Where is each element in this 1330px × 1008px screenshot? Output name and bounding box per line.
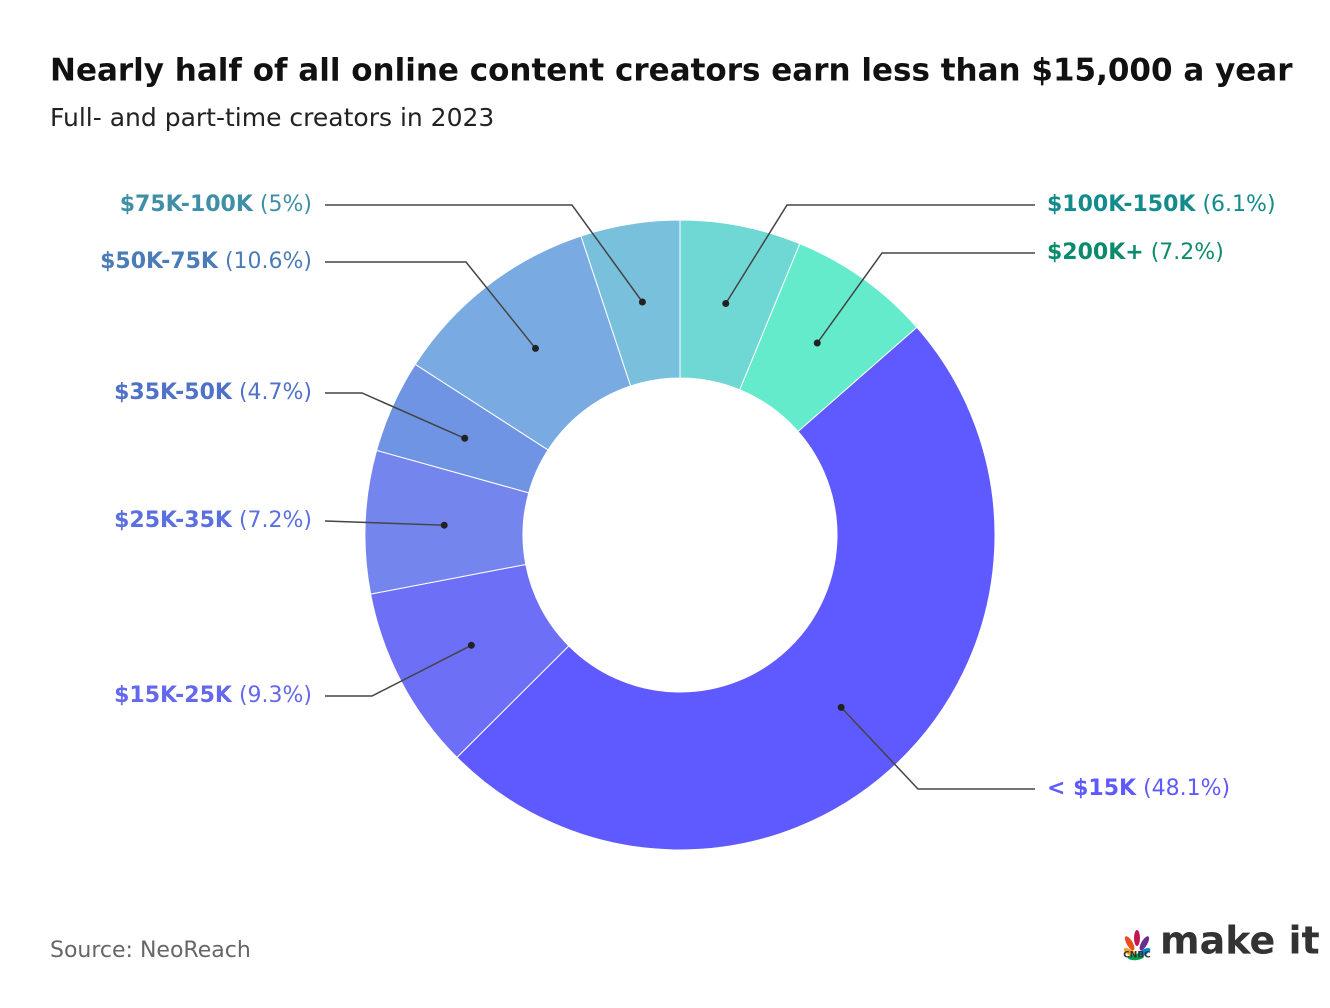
leader-line: [725, 204, 1035, 304]
chart-title: Nearly half of all online content creato…: [50, 53, 1293, 89]
segment-label: $25K-35K (7.2%): [114, 508, 312, 533]
segment-label: < $15K (48.1%): [1047, 776, 1230, 801]
segment-label: $50K-75K (10.6%): [100, 249, 312, 274]
leader-dot: [722, 299, 730, 307]
leader-dot: [467, 641, 475, 649]
leader-line: [840, 706, 1035, 790]
donut-segment: [456, 326, 996, 851]
leader-dot: [813, 339, 821, 347]
category-label: $75K-100K: [120, 192, 254, 217]
logo-network: CNBC: [1123, 951, 1151, 961]
value-label: (4.7%): [239, 380, 312, 405]
value-label: (5%): [260, 192, 312, 217]
segment-label: $15K-25K (9.3%): [114, 683, 312, 708]
category-label: $25K-35K: [114, 508, 233, 533]
category-label: $100K-150K: [1047, 192, 1196, 217]
value-label: (7.2%): [239, 508, 312, 533]
logo-name: make it: [1160, 919, 1320, 963]
leader-dot: [440, 521, 448, 529]
leader-dot: [531, 344, 539, 352]
value-label: (6.1%): [1202, 192, 1275, 217]
leader-line: [325, 392, 466, 439]
category-label: $15K-25K: [114, 683, 233, 708]
category-label: $50K-75K: [100, 249, 219, 274]
leader-dot: [638, 298, 646, 306]
segment-label: $100K-150K (6.1%): [1047, 192, 1276, 217]
value-label: (10.6%): [225, 249, 312, 274]
value-label: (7.2%): [1151, 240, 1224, 265]
segment-label: $35K-50K (4.7%): [114, 380, 312, 405]
leader-line: [324, 520, 445, 526]
category-label: < $15K: [1047, 776, 1137, 801]
category-label: $35K-50K: [114, 380, 233, 405]
logo: CNBC make it: [1123, 919, 1320, 963]
chart-subtitle: Full- and part-time creators in 2023: [50, 103, 494, 132]
leader-line: [325, 261, 537, 349]
peacock-icon: [1123, 930, 1151, 961]
leader-dot: [461, 434, 469, 442]
leader-dot: [837, 703, 845, 711]
value-label: (48.1%): [1143, 776, 1230, 801]
leader-line: [816, 252, 1035, 344]
segment-label: $200K+ (7.2%): [1047, 240, 1224, 265]
source: Source: NeoReach: [50, 938, 251, 963]
segment-label: $75K-100K (5%): [120, 192, 312, 217]
leader-line: [325, 204, 644, 303]
leader-line: [325, 644, 472, 697]
category-label: $200K+: [1047, 240, 1144, 265]
donut-segment: [580, 219, 681, 387]
value-label: (9.3%): [239, 683, 312, 708]
